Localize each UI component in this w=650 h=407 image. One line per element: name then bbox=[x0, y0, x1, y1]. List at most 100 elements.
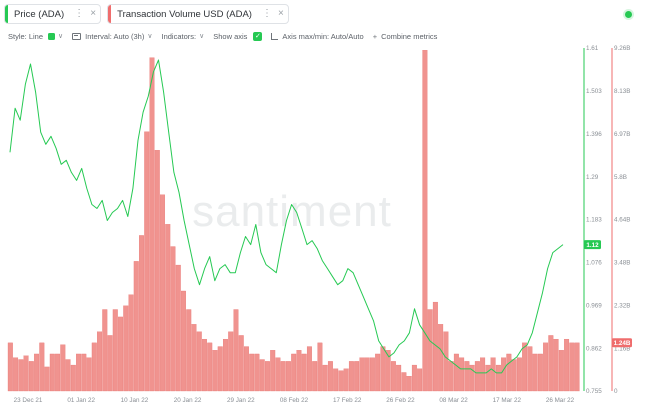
axis-range-select[interactable]: Axis max/min: Auto/Auto bbox=[271, 32, 364, 41]
volume-bar bbox=[354, 361, 360, 392]
volume-bar bbox=[112, 309, 118, 392]
volume-bar bbox=[217, 346, 223, 392]
volume-bar bbox=[569, 342, 575, 392]
price-tick-label: 0.755 bbox=[586, 388, 602, 395]
time-tick-label: 17 Mar 22 bbox=[493, 397, 522, 404]
volume-bar bbox=[34, 353, 40, 392]
time-tick-label: 10 Jan 22 bbox=[121, 397, 149, 404]
time-tick-label: 23 Dec 21 bbox=[14, 397, 43, 404]
price-current-badge: 1.12 bbox=[584, 240, 601, 250]
volume-bar bbox=[207, 342, 213, 392]
volume-current-badge: 1.24B bbox=[612, 338, 632, 348]
volume-bar bbox=[396, 364, 402, 392]
volume-tick-label: 2.32B bbox=[614, 302, 630, 309]
volume-bar bbox=[322, 364, 328, 392]
combine-metrics-button[interactable]: + Combine metrics bbox=[373, 32, 438, 41]
volume-bar bbox=[7, 342, 13, 392]
volume-bar bbox=[259, 359, 265, 392]
volume-bar bbox=[228, 331, 234, 392]
volume-bar bbox=[306, 346, 312, 392]
volume-bar bbox=[532, 353, 538, 392]
volume-bar bbox=[422, 50, 428, 392]
time-axis: 23 Dec 21 01 Jan 22 10 Jan 22 20 Jan 22 29 J… bbox=[14, 397, 575, 404]
calendar-icon bbox=[72, 32, 82, 40]
checkbox-checked-icon[interactable]: ✓ bbox=[253, 31, 263, 41]
price-tick-label: 0.862 bbox=[586, 345, 602, 352]
volume-bar bbox=[558, 350, 564, 392]
volume-tick-label: 6.97B bbox=[614, 131, 630, 138]
volume-bar bbox=[280, 361, 286, 392]
price-tick-label: 1.183 bbox=[586, 217, 602, 224]
volume-bar bbox=[564, 338, 570, 392]
tab-volume[interactable]: Transaction Volume USD (ADA) ⋮ × bbox=[107, 4, 289, 24]
volume-bar bbox=[144, 131, 150, 392]
live-status-indicator bbox=[625, 11, 632, 18]
show-axis-toggle[interactable]: Show axis ✓ bbox=[213, 31, 263, 41]
volume-bar bbox=[175, 264, 181, 392]
chevron-down-icon: ∨ bbox=[58, 33, 64, 40]
volume-tick-label: 1.16B bbox=[614, 345, 630, 352]
vertical-dots-icon[interactable]: ⋮ bbox=[261, 8, 272, 19]
volume-bar bbox=[123, 305, 129, 392]
line-color-swatch[interactable] bbox=[48, 32, 56, 40]
volume-bar bbox=[359, 357, 365, 392]
volume-bar bbox=[516, 357, 522, 392]
volume-bar bbox=[18, 359, 24, 392]
volume-tick-label: 8.13B bbox=[614, 88, 630, 95]
vertical-dots-icon[interactable]: ⋮ bbox=[74, 8, 85, 19]
time-tick-label: 08 Feb 22 bbox=[280, 397, 309, 404]
volume-bar bbox=[406, 376, 412, 392]
tab-price-label: Price (ADA) bbox=[14, 8, 65, 20]
volume-bar bbox=[243, 346, 249, 392]
style-label: Style: Line bbox=[8, 31, 44, 41]
volume-bar bbox=[160, 194, 165, 392]
volume-bar bbox=[401, 372, 407, 392]
volume-bar bbox=[301, 353, 307, 392]
volume-bar bbox=[70, 364, 76, 392]
volume-bar bbox=[128, 294, 134, 392]
volume-bar bbox=[338, 370, 344, 392]
volume-axis: 9.26B 8.13B 6.97B 5.8B 4.64B 3.48B 2.32B 1.16B 0 bbox=[614, 45, 630, 395]
volume-bar bbox=[65, 359, 71, 392]
price-current-value: 1.12 bbox=[586, 242, 599, 249]
volume-bar bbox=[501, 357, 507, 392]
volume-bar bbox=[264, 361, 270, 392]
volume-bar bbox=[212, 350, 218, 392]
volume-bar bbox=[233, 309, 239, 392]
close-icon[interactable]: × bbox=[278, 8, 284, 19]
volume-bar bbox=[480, 357, 486, 392]
tab-price[interactable]: Price (ADA) ⋮ × bbox=[4, 4, 102, 24]
volume-tick-label: 9.26B bbox=[614, 45, 630, 52]
volume-bar bbox=[369, 357, 375, 392]
volume-bar bbox=[60, 344, 66, 392]
style-select[interactable]: Style: Line ∨ bbox=[8, 32, 63, 41]
volume-bar bbox=[485, 364, 491, 392]
time-tick-label: 08 Mar 22 bbox=[439, 397, 468, 404]
volume-bar bbox=[411, 364, 417, 392]
volume-bar bbox=[181, 290, 186, 392]
volume-bar bbox=[527, 346, 533, 392]
volume-tick-label: 0 bbox=[614, 388, 618, 395]
tab-volume-label: Transaction Volume USD (ADA) bbox=[117, 8, 252, 20]
price-tick-label: 1.61 bbox=[586, 45, 599, 52]
show-axis-label: Show axis bbox=[213, 31, 248, 41]
volume-bar bbox=[91, 342, 97, 392]
time-tick-label: 26 Mar 22 bbox=[546, 397, 575, 404]
close-icon[interactable]: × bbox=[90, 8, 97, 19]
volume-bar bbox=[139, 235, 144, 392]
indicators-select[interactable]: Indicators: ∨ bbox=[161, 32, 204, 41]
volume-bar bbox=[490, 357, 496, 392]
volume-bar bbox=[13, 357, 19, 392]
volume-bar bbox=[474, 361, 480, 392]
volume-bar bbox=[364, 357, 370, 392]
volume-bar bbox=[537, 353, 543, 392]
chevron-down-icon: ∨ bbox=[147, 33, 153, 40]
volume-bar bbox=[495, 364, 501, 392]
interval-select[interactable]: Interval: Auto (3h) ∨ bbox=[72, 32, 152, 41]
watermark: santiment bbox=[192, 187, 392, 236]
volume-bar bbox=[254, 353, 260, 392]
volume-bar bbox=[223, 338, 228, 392]
volume-bar bbox=[191, 324, 197, 392]
volume-bar bbox=[427, 309, 433, 392]
